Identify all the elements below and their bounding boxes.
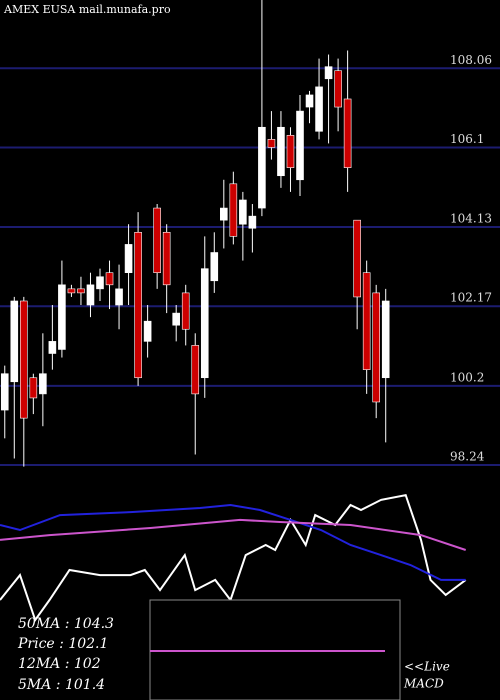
- candle-body: [115, 288, 123, 306]
- candle-body: [239, 199, 247, 225]
- candle-body: [96, 276, 104, 290]
- candle-body: [143, 320, 152, 342]
- candle-body: [172, 312, 180, 326]
- candle-body: [324, 66, 333, 80]
- candle-body: [105, 272, 114, 286]
- candle-body: [372, 292, 380, 403]
- y-tick-label: 106.1: [450, 132, 484, 146]
- candle-body: [267, 139, 276, 148]
- y-tick-label: 98.24: [450, 450, 485, 464]
- candle-body: [229, 183, 238, 237]
- candle-body: [39, 373, 47, 395]
- candle-body: [381, 300, 390, 379]
- candle-body: [20, 300, 28, 419]
- info-line: Price : 102.1: [17, 636, 108, 652]
- candle-body: [305, 94, 314, 108]
- candle-body: [248, 215, 257, 229]
- candle-body: [67, 288, 76, 294]
- candle-body: [286, 135, 295, 168]
- candle-body: [86, 284, 95, 306]
- candle-body: [77, 288, 85, 294]
- candle-body: [220, 207, 228, 221]
- candle-body: [191, 345, 200, 395]
- candle-body: [0, 373, 9, 411]
- info-line: 12MA : 102: [18, 656, 101, 672]
- info-line: 5MA : 101.4: [18, 677, 105, 693]
- candle-body: [277, 126, 285, 177]
- candle-body: [134, 231, 142, 379]
- candle-body: [343, 98, 352, 168]
- candle-body: [48, 341, 57, 354]
- candle-body: [334, 70, 342, 108]
- candle-body: [315, 86, 323, 132]
- candle-body: [258, 126, 266, 209]
- y-tick-label: 108.06: [450, 53, 492, 67]
- indicator-line: [0, 518, 467, 551]
- y-tick-label: 102.17: [450, 291, 492, 305]
- y-tick-label: 100.2: [450, 370, 484, 384]
- live-label: <<Live: [404, 660, 450, 674]
- candle-body: [210, 252, 219, 282]
- indicator-line: [0, 493, 467, 623]
- chart-title: AMEX EUSA mail.munafa.pro: [3, 3, 171, 16]
- candle-body: [10, 300, 19, 383]
- indicator-line: [0, 503, 466, 581]
- candle-body: [181, 292, 190, 330]
- candle-body: [162, 231, 171, 286]
- candle-body: [124, 244, 133, 273]
- y-tick-label: 104.13: [450, 212, 492, 226]
- macd-label: MACD: [403, 677, 444, 691]
- candle-body: [29, 377, 38, 399]
- candle-body: [200, 268, 209, 379]
- info-line: 50MA : 104.3: [18, 616, 114, 632]
- candle-body: [296, 110, 304, 181]
- candle-body: [153, 207, 161, 273]
- candle-body: [58, 284, 66, 350]
- candle-body: [353, 219, 361, 298]
- candle-body: [362, 272, 371, 370]
